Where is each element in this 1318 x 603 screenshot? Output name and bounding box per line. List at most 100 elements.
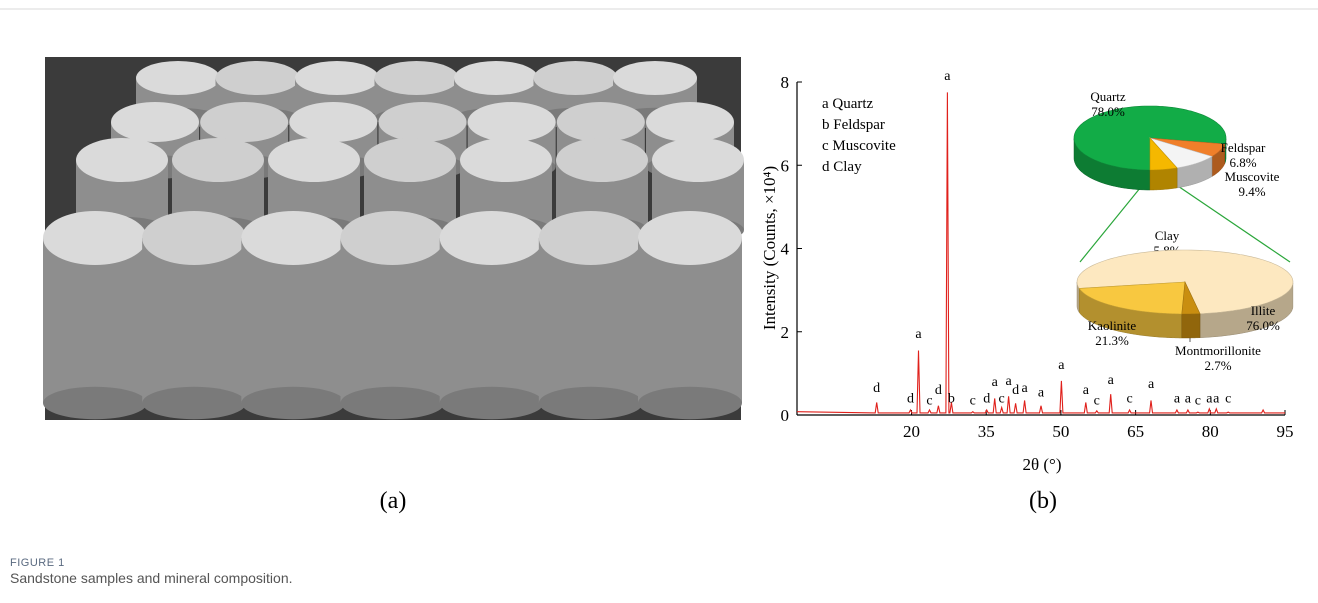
sample-top <box>172 138 264 182</box>
sample-top <box>295 61 379 95</box>
sample-top <box>468 102 556 142</box>
figure-page: (a) (b) FIGURE 1 Sandstone samples and m… <box>0 0 1318 603</box>
sample-top <box>638 211 742 265</box>
sample-top <box>241 211 345 265</box>
peak-label: c <box>1225 392 1231 407</box>
sample-top <box>268 138 360 182</box>
xrd-chart: 2θ (°) Intensity (Counts, ×10⁴) a Quartz… <box>760 69 1294 474</box>
peak-label: d <box>907 392 914 407</box>
peak-label: d <box>935 383 942 398</box>
sample-top <box>200 102 288 142</box>
sample-top <box>539 211 643 265</box>
pie-label: Montmorillonite <box>1175 343 1261 358</box>
sample-top <box>216 61 300 95</box>
x-tick-label: 95 <box>1277 422 1294 441</box>
sample-top <box>364 138 456 182</box>
peak-label: a <box>1174 392 1181 407</box>
peak-label: c <box>999 392 1005 407</box>
sample-top <box>454 61 538 95</box>
legend-text: a Quartz <box>822 96 874 112</box>
pie-label: Feldspar <box>1221 140 1266 155</box>
peak-label: a <box>992 375 999 390</box>
sample-base <box>142 387 246 419</box>
pie-value-label: 2.7% <box>1204 358 1231 373</box>
sample-top <box>440 211 544 265</box>
x-tick-label: 35 <box>978 422 995 441</box>
sample-top <box>379 102 467 142</box>
figure-caption: Sandstone samples and mineral compositio… <box>10 570 293 586</box>
sample-base <box>341 387 445 419</box>
sample-top <box>341 211 445 265</box>
legend-text: d Clay <box>822 159 862 175</box>
sample-top <box>557 102 645 142</box>
pie-label: Kaolinite <box>1088 318 1137 333</box>
pie-side <box>1182 314 1200 338</box>
pie-value-label: 21.3% <box>1095 333 1129 348</box>
pie-side <box>1150 168 1177 190</box>
peak-label: c <box>1127 392 1133 407</box>
sample-base <box>241 387 345 419</box>
sample-top <box>652 138 744 182</box>
sample-top <box>142 211 246 265</box>
peak-label: a <box>1148 377 1155 392</box>
sample-top <box>556 138 648 182</box>
sample-top <box>136 61 220 95</box>
x-tick-label: 50 <box>1052 422 1069 441</box>
peak-label: a <box>1213 392 1220 407</box>
peak-label: b <box>948 392 955 407</box>
sample-base <box>539 387 643 419</box>
y-tick-label: 4 <box>781 240 790 259</box>
sample-top <box>460 138 552 182</box>
peak-label: c <box>1094 394 1100 409</box>
sample-base <box>440 387 544 419</box>
peak-label: a <box>1083 383 1090 398</box>
x-axis-label: 2θ (°) <box>1022 455 1061 474</box>
panel-label: (a) <box>380 488 407 514</box>
legend-text: b Feldspar <box>822 117 885 133</box>
peak-label: d <box>873 381 880 396</box>
panel-label: (b) <box>1029 488 1057 514</box>
peak-label: c <box>1195 394 1201 409</box>
pie-value-label: 6.8% <box>1229 155 1256 170</box>
peak-label: c <box>970 394 976 409</box>
pie-label: Illite <box>1251 303 1276 318</box>
peak-label: c <box>926 394 932 409</box>
sample-top <box>111 102 199 142</box>
x-tick-label: 80 <box>1202 422 1219 441</box>
y-tick-label: 6 <box>781 156 790 175</box>
sample-top <box>375 61 459 95</box>
y-tick-label: 2 <box>781 323 790 342</box>
sample-base <box>638 387 742 419</box>
pie-label: Quartz <box>1090 89 1126 104</box>
sample-top <box>646 102 734 142</box>
legend-text: c Muscovite <box>822 138 896 154</box>
peak-label: a <box>915 327 922 342</box>
sample-top <box>613 61 697 95</box>
connector-line <box>1080 182 1145 262</box>
peak-label: a <box>1058 358 1065 373</box>
sample-top <box>289 102 377 142</box>
pie-value-label: 76.0% <box>1246 318 1280 333</box>
peak-label: d <box>1012 383 1019 398</box>
y-tick-label: 0 <box>781 406 790 425</box>
peak-label: a <box>1108 373 1115 388</box>
peak-label: a <box>1206 392 1213 407</box>
x-tick-label: 65 <box>1127 422 1144 441</box>
y-axis-label: Intensity (Counts, ×10⁴) <box>760 166 779 330</box>
figure-label: FIGURE 1 <box>10 557 65 569</box>
pie-value-label: 9.4% <box>1238 184 1265 199</box>
pie-value-label: 78.0% <box>1091 104 1125 119</box>
sample-top <box>534 61 618 95</box>
peak-label: a <box>1021 381 1028 396</box>
x-tick-label: 20 <box>903 422 920 441</box>
peak-label: d <box>983 392 990 407</box>
sample-base <box>43 387 147 419</box>
peak-label: a <box>944 69 951 84</box>
peak-label: a <box>1038 385 1045 400</box>
pie-label: Clay <box>1155 228 1180 243</box>
y-tick-label: 8 <box>781 73 790 92</box>
sandstone-photo <box>43 57 744 420</box>
peak-label: a <box>1185 392 1192 407</box>
sample-top <box>76 138 168 182</box>
sample-top <box>43 211 147 265</box>
